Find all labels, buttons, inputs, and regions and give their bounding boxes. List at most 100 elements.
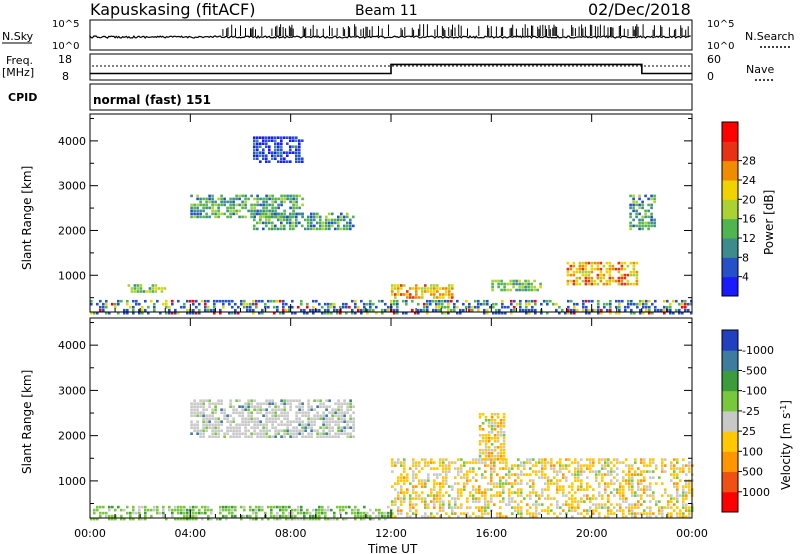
data-cell [608,282,612,286]
data-cell [283,423,286,426]
data-cell [652,461,655,464]
data-cell [620,267,624,271]
data-cell [646,464,649,467]
data-cell [346,215,349,219]
data-cell [277,227,280,231]
data-cell [520,461,523,464]
data-cell [592,494,595,497]
data-cell [523,473,526,476]
data-cell [571,461,574,464]
data-cell [192,308,195,312]
data-cell [211,411,214,414]
data-cell [632,261,636,265]
data-cell [448,293,451,296]
data-cell [288,517,291,521]
data-cell [635,212,638,216]
data-cell [334,408,337,411]
data-cell [606,308,609,312]
data-cell [340,215,343,219]
data-cell [238,209,241,213]
data-cell [576,308,579,312]
data-cell [274,435,277,438]
data-cell [331,420,334,423]
data-cell [199,197,202,201]
data-cell [369,514,372,518]
data-cell [586,509,589,512]
data-cell [573,302,576,306]
data-cell [613,458,616,461]
data-cell [354,305,357,309]
data-cell [286,197,289,201]
data-cell [219,517,222,521]
data-cell [637,467,640,470]
data-cell [460,476,463,479]
data-cell [219,505,222,509]
data-cell [255,514,258,518]
data-cell [352,435,355,438]
data-cell [531,308,534,312]
data-cell [484,512,487,515]
data-cell [253,197,256,201]
data-cell [298,405,301,408]
data-cell [661,464,664,467]
data-cell [318,508,321,512]
data-cell [342,305,345,309]
data-cell [642,302,645,306]
data-cell [217,399,220,402]
data-cell [415,497,418,500]
data-cell [217,420,220,423]
data-cell [283,136,286,139]
data-cell [493,464,496,467]
data-cell [608,264,612,268]
data-cell [581,264,585,268]
data-cell [688,485,691,488]
data-cell [457,467,460,470]
data-cell [207,517,210,521]
data-cell [607,509,610,512]
data-cell [192,517,195,521]
data-cell [421,458,424,461]
data-cell [500,279,503,283]
data-cell [436,494,439,497]
data-cell [298,420,301,423]
data-cell [409,494,412,497]
data-cell [596,264,600,268]
data-cell [108,514,111,518]
data-cell [271,203,274,207]
data-cell [418,470,421,473]
data-cell [190,423,193,426]
data-cell [250,432,253,435]
data-cell [593,282,597,286]
data-cell [316,429,319,432]
data-cell [295,420,298,423]
data-cell [606,302,609,306]
data-cell [195,305,198,309]
data-cell [259,432,262,435]
data-cell [313,423,316,426]
data-cell [463,476,466,479]
data-cell [584,267,588,271]
data-cell [538,476,541,479]
data-cell [604,488,607,491]
data-cell [253,405,256,408]
colorbar-tick-label: 12 [742,232,756,245]
data-cell [189,311,192,315]
data-cell [509,279,512,283]
data-cell [572,264,576,268]
data-cell [570,311,573,315]
data-cell [174,311,177,315]
data-cell [259,218,262,222]
data-cell [610,491,613,494]
data-cell [598,482,601,485]
data-cell [436,287,439,290]
data-cell [409,482,412,485]
data-cell [600,311,603,315]
data-cell [487,437,491,440]
data-cell [550,497,553,500]
data-cell [673,485,676,488]
data-cell [640,458,643,461]
beam-title: Beam 11 [355,3,418,19]
data-cell [566,270,570,274]
data-cell [663,305,666,309]
data-cell [250,405,253,408]
